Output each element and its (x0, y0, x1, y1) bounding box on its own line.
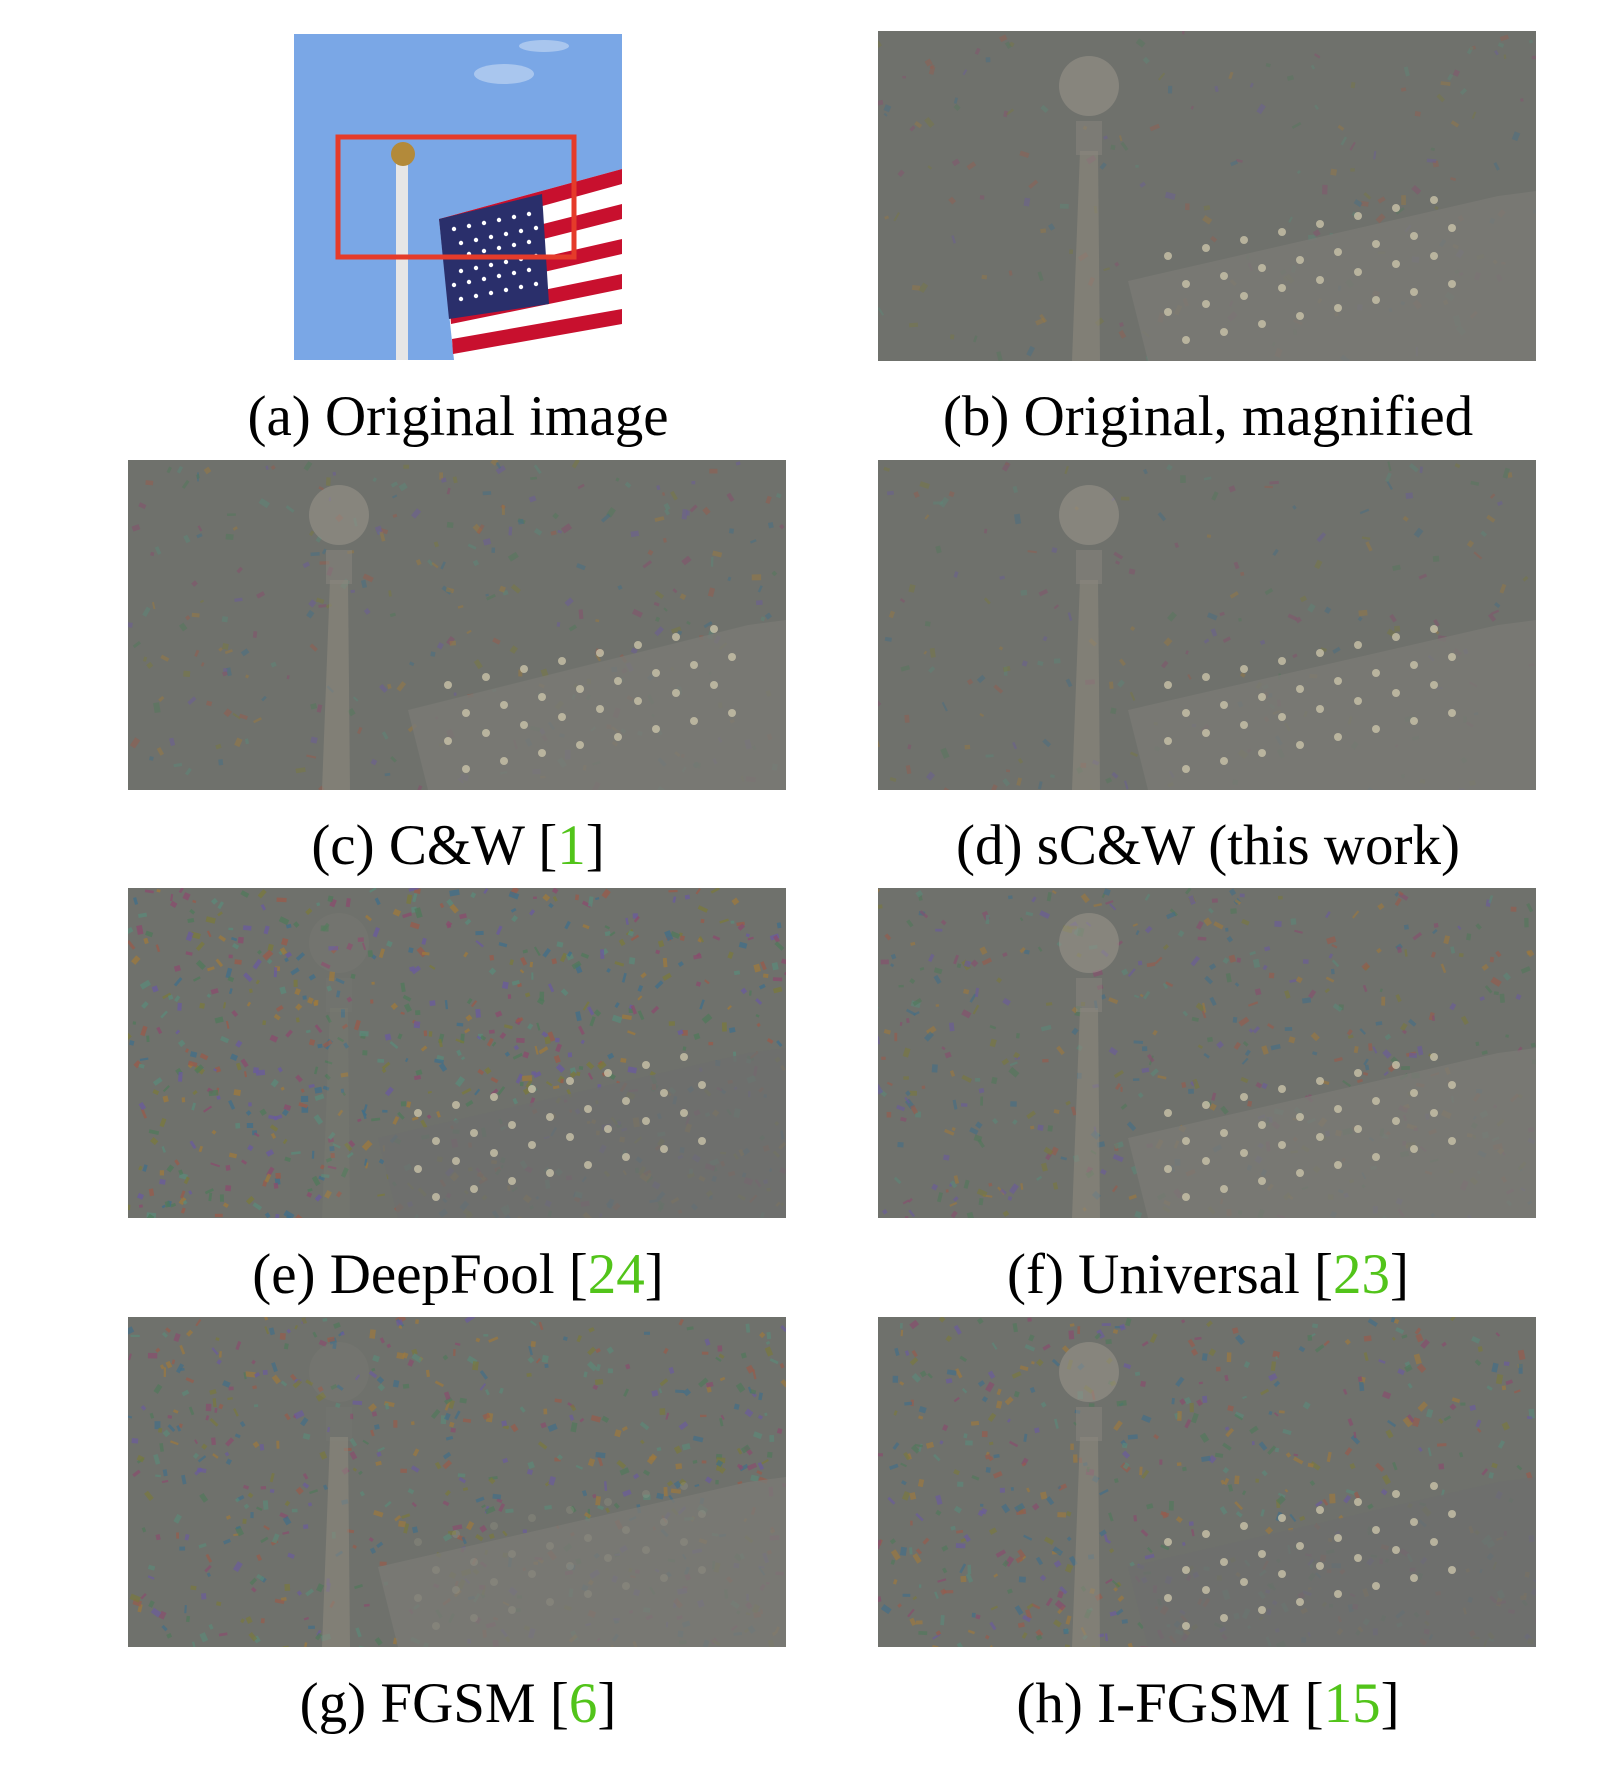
panel-b-image (878, 31, 1536, 361)
panel-e-image (128, 888, 786, 1218)
caption-e: (e) DeepFool [24] (252, 1243, 664, 1306)
citation-1[interactable]: 1 (557, 814, 586, 877)
panel-d-image (878, 460, 1536, 790)
citation-15[interactable]: 15 (1323, 1672, 1381, 1735)
caption-c: (c) C&W [1] (311, 814, 605, 877)
caption-b: (b) Original, magnified (942, 385, 1474, 448)
citation-6[interactable]: 6 (568, 1672, 598, 1735)
panel-g-image (128, 1317, 786, 1647)
citation-24[interactable]: 24 (587, 1243, 645, 1306)
caption-a: (a) Original image (247, 385, 669, 448)
panel-h-image (878, 1317, 1536, 1647)
citation-23[interactable]: 23 (1333, 1243, 1391, 1306)
caption-d: (d) sC&W (this work) (956, 814, 1460, 877)
panel-a-image (294, 34, 622, 360)
caption-f: (f) Universal [23] (1006, 1243, 1409, 1306)
caption-h: (h) I-FGSM [15] (1016, 1672, 1400, 1735)
panel-f-image (878, 888, 1536, 1218)
caption-g: (g) FGSM [6] (299, 1672, 617, 1735)
panel-c-image (128, 460, 786, 790)
